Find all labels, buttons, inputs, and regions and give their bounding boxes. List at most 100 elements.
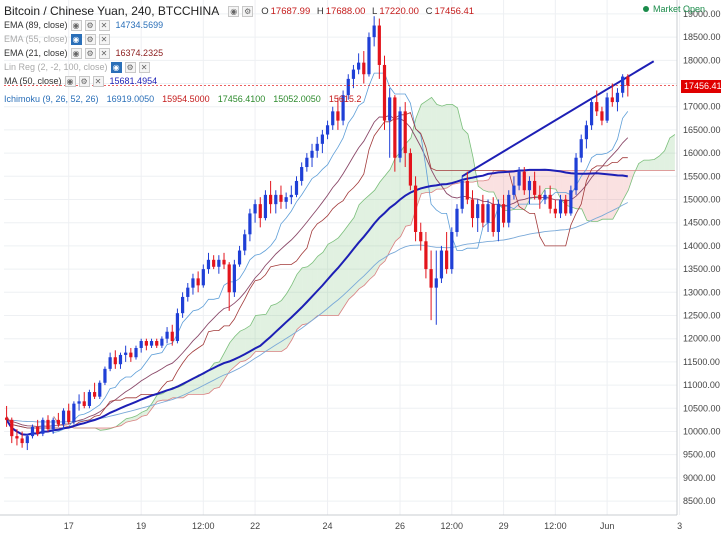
settings-icon[interactable]: ⚙ — [84, 47, 96, 59]
indicator-ichimoku[interactable]: Ichimoku (9, 26, 52, 26) 16919.0050 1595… — [4, 94, 362, 104]
candle — [139, 338, 143, 353]
cloud-segment — [633, 163, 639, 176]
candle-body — [610, 97, 614, 103]
cloud-segment — [348, 217, 354, 300]
cloud-segment — [597, 170, 603, 222]
eye-icon[interactable]: ◉ — [70, 47, 82, 59]
candle-body — [367, 37, 371, 75]
y-tick-label: 17000.00 — [683, 102, 721, 112]
y-tick-label: 11500.00 — [683, 357, 720, 367]
candle — [15, 429, 19, 446]
close-icon[interactable]: ✕ — [98, 47, 110, 59]
cloud-segment — [478, 180, 484, 191]
candle-body — [470, 199, 475, 219]
candle-body — [533, 180, 537, 195]
candle — [589, 97, 594, 130]
x-tick-label: 29 — [499, 521, 509, 531]
settings-icon[interactable]: ⚙ — [78, 75, 90, 87]
candle — [25, 433, 29, 451]
cloud-segment — [219, 352, 225, 388]
indicator-ema-89[interactable]: EMA (89, close) ◉ ⚙ ✕ 14734.5699 — [4, 19, 164, 31]
eye-icon[interactable]: ◉ — [64, 75, 76, 87]
candle-body — [382, 64, 387, 121]
cloud-segment — [229, 336, 235, 372]
candle — [476, 199, 480, 232]
settings-icon[interactable]: ⚙ — [124, 61, 136, 73]
close-icon[interactable]: ✕ — [138, 61, 150, 73]
candle-body — [388, 97, 392, 121]
candle — [269, 180, 273, 214]
candle-body — [155, 341, 159, 346]
candle-body — [512, 185, 516, 195]
cloud-segment — [586, 170, 593, 222]
indicator-ma-50[interactable]: MA (50, close) ◉ ⚙ ✕ 15681.4954 — [4, 75, 158, 87]
cloud-segment — [592, 170, 598, 222]
candle — [357, 53, 361, 75]
y-tick-label: 18000.00 — [683, 55, 721, 65]
candle — [77, 394, 81, 411]
visibility-icon[interactable]: ◉ — [228, 5, 240, 17]
indicator-ema-21[interactable]: EMA (21, close) ◉ ⚙ ✕ 16374.2325 — [4, 47, 164, 59]
settings-icon[interactable]: ⚙ — [84, 33, 96, 45]
close-icon[interactable]: ✕ — [92, 75, 104, 87]
trendline-segment — [461, 60, 655, 178]
cloud-segment — [224, 342, 230, 380]
candle-body — [372, 25, 376, 38]
time-axis[interactable]: 17 19 12:00 22 24 26 12:00 29 12:00 Jun 3 — [0, 514, 682, 531]
candle — [325, 120, 330, 140]
settings-icon[interactable]: ⚙ — [242, 5, 254, 17]
eye-off-icon[interactable]: ◉ — [110, 61, 122, 73]
price-axis[interactable]: 8500.00 9000.00 9500.00 10000.00 10500.00 110… — [676, 0, 721, 515]
candle — [144, 338, 148, 351]
cloud-segment — [607, 170, 613, 220]
candle — [527, 176, 532, 205]
cloud-segment — [322, 244, 329, 316]
candle-body — [543, 194, 547, 200]
close-icon[interactable]: ✕ — [98, 19, 110, 31]
candle-body — [424, 241, 428, 270]
cloud-segment — [390, 157, 396, 251]
cloud-segment — [612, 170, 618, 220]
candle-body — [222, 259, 226, 265]
cloud-segment — [250, 315, 256, 358]
cloud-segment — [203, 370, 210, 395]
candle — [605, 92, 609, 123]
candle — [165, 327, 169, 344]
candle — [305, 153, 309, 172]
y-tick-label: 12000.00 — [683, 334, 721, 344]
cloud-segment — [385, 169, 391, 261]
indicator-lin-reg[interactable]: Lin Reg (2, -2, 100, close) ◉ ⚙ ✕ — [4, 60, 150, 74]
settings-icon[interactable]: ⚙ — [84, 19, 96, 31]
x-tick-label: 17 — [64, 521, 74, 531]
symbol-title[interactable]: Bitcoin / Chinese Yuan, 240, BTCCHINA — [4, 4, 220, 18]
candle — [429, 250, 433, 321]
x-tick-label: 12:00 — [544, 521, 567, 531]
candle-body — [564, 199, 568, 214]
candle — [289, 185, 293, 205]
candle — [180, 292, 185, 318]
candle — [496, 199, 501, 242]
candle — [300, 162, 304, 186]
candle — [367, 32, 371, 77]
y-tick-label: 9500.00 — [683, 450, 716, 460]
eye-icon[interactable]: ◉ — [70, 19, 82, 31]
candle — [533, 171, 537, 200]
cloud-segment — [379, 175, 386, 266]
eye-off-icon[interactable]: ◉ — [70, 33, 82, 45]
close-icon[interactable]: ✕ — [98, 33, 110, 45]
candle-body — [118, 354, 123, 365]
y-tick-label: 10000.00 — [683, 426, 721, 436]
candle — [155, 338, 159, 348]
candle-body — [134, 347, 138, 358]
cloud-segment — [364, 194, 370, 286]
candle-body — [294, 180, 299, 195]
candle — [175, 308, 180, 344]
y-tick-label: 18500.00 — [683, 32, 721, 42]
candle — [263, 190, 268, 221]
candle — [72, 401, 76, 425]
candle — [46, 415, 50, 432]
candle-body — [269, 194, 273, 205]
candle-body — [77, 401, 81, 404]
indicator-ema-55[interactable]: EMA (55, close) ◉ ⚙ ✕ — [4, 32, 110, 46]
